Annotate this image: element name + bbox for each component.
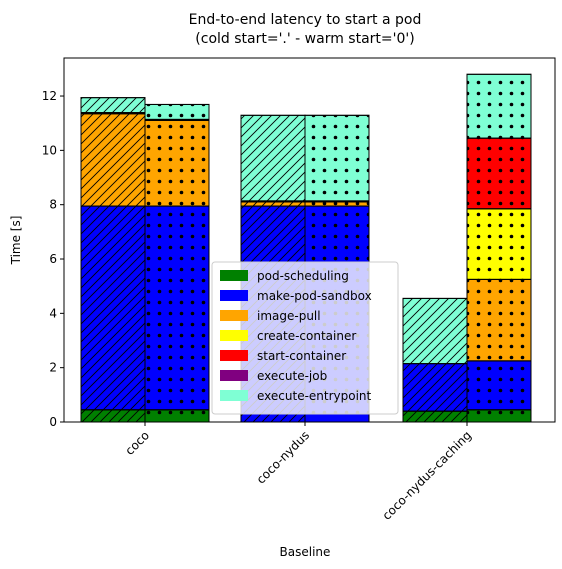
x-axis: coco coco-nydus coco-nydus-caching	[123, 422, 475, 523]
legend-label-create-container: create-container	[257, 329, 356, 343]
legend-swatch-start-container	[220, 350, 248, 361]
bar-pattern-coco-make-pod-sandbox	[144, 205, 210, 411]
y-tick-label: 10	[42, 143, 57, 157]
x-tick-label: coco-nydus	[254, 428, 312, 486]
legend-label-pod-scheduling: pod-scheduling	[257, 269, 349, 283]
y-tick-label: 8	[49, 198, 57, 212]
x-axis-label: Baseline	[280, 545, 331, 559]
bar-pattern-coco-image-pull	[144, 119, 210, 207]
legend-label-make-pod-sandbox: make-pod-sandbox	[257, 289, 372, 303]
legend-swatch-execute-job	[220, 370, 248, 381]
bar-pattern-coco-nydus-execute-entrypoint	[304, 114, 370, 202]
bar-pattern-coco-nydus-caching-start-container	[466, 137, 532, 210]
y-axis: 0 2 4 6 8 10 12	[42, 89, 64, 429]
bar-pattern-coco-execute-entrypoint	[144, 103, 210, 120]
legend-box	[211, 261, 399, 415]
bar-pattern-coco-nydus-caching-pod-scheduling	[402, 410, 468, 423]
y-tick-label: 2	[49, 361, 57, 375]
bar-pattern-coco-image-pull	[80, 113, 146, 207]
chart-title: End-to-end latency to start a pod	[189, 12, 422, 28]
legend: pod-scheduling make-pod-sandbox image-pull…	[211, 261, 399, 415]
bar-pattern-coco-make-pod-sandbox	[80, 205, 146, 411]
y-tick-label: 12	[42, 89, 57, 103]
legend-label-start-container: start-container	[257, 349, 346, 363]
legend-label-image-pull: image-pull	[257, 309, 321, 323]
x-tick-label: coco-nydus-caching	[380, 428, 475, 523]
legend-swatch-pod-scheduling	[220, 270, 248, 281]
bar-pattern-coco-pod-scheduling	[144, 409, 210, 423]
bar-pattern-coco-nydus-caching-execute-entrypoint	[402, 297, 468, 365]
chart-subtitle: (cold start='.' - warm start='0')	[195, 31, 414, 47]
legend-swatch-make-pod-sandbox	[220, 290, 248, 301]
legend-label-execute-entrypoint: execute-entrypoint	[257, 389, 372, 403]
y-tick-label: 6	[49, 252, 57, 266]
bar-pattern-coco-nydus-caching-pod-scheduling	[466, 409, 532, 423]
y-tick-label: 4	[49, 306, 57, 320]
bar-pattern-coco-nydus-caching-make-pod-sandbox	[466, 360, 532, 411]
bar-pattern-coco-nydus-image-pull	[240, 201, 306, 207]
y-axis-label: Time [s]	[9, 216, 23, 266]
bar-pattern-coco-nydus-image-pull	[304, 201, 370, 207]
bar-pattern-coco-nydus-execute-entrypoint	[240, 114, 306, 202]
bar-pattern-coco-nydus-caching-image-pull	[466, 278, 532, 362]
bar-pattern-coco-pod-scheduling	[80, 409, 146, 423]
legend-swatch-image-pull	[220, 310, 248, 321]
legend-swatch-create-container	[220, 330, 248, 341]
legend-label-execute-job: execute-job	[257, 369, 327, 383]
legend-swatch-execute-entrypoint	[220, 390, 248, 401]
bar-pattern-coco-nydus-caching-make-pod-sandbox	[402, 363, 468, 412]
bar-pattern-coco-nydus-caching-execute-entrypoint	[466, 73, 532, 139]
plot-frame	[63, 57, 556, 423]
bar-pattern-coco-nydus-caching-create-container	[466, 208, 532, 280]
y-tick-label: 0	[49, 415, 57, 429]
x-tick-label: coco	[123, 428, 153, 458]
bar-pattern-coco-execute-entrypoint	[80, 97, 146, 114]
